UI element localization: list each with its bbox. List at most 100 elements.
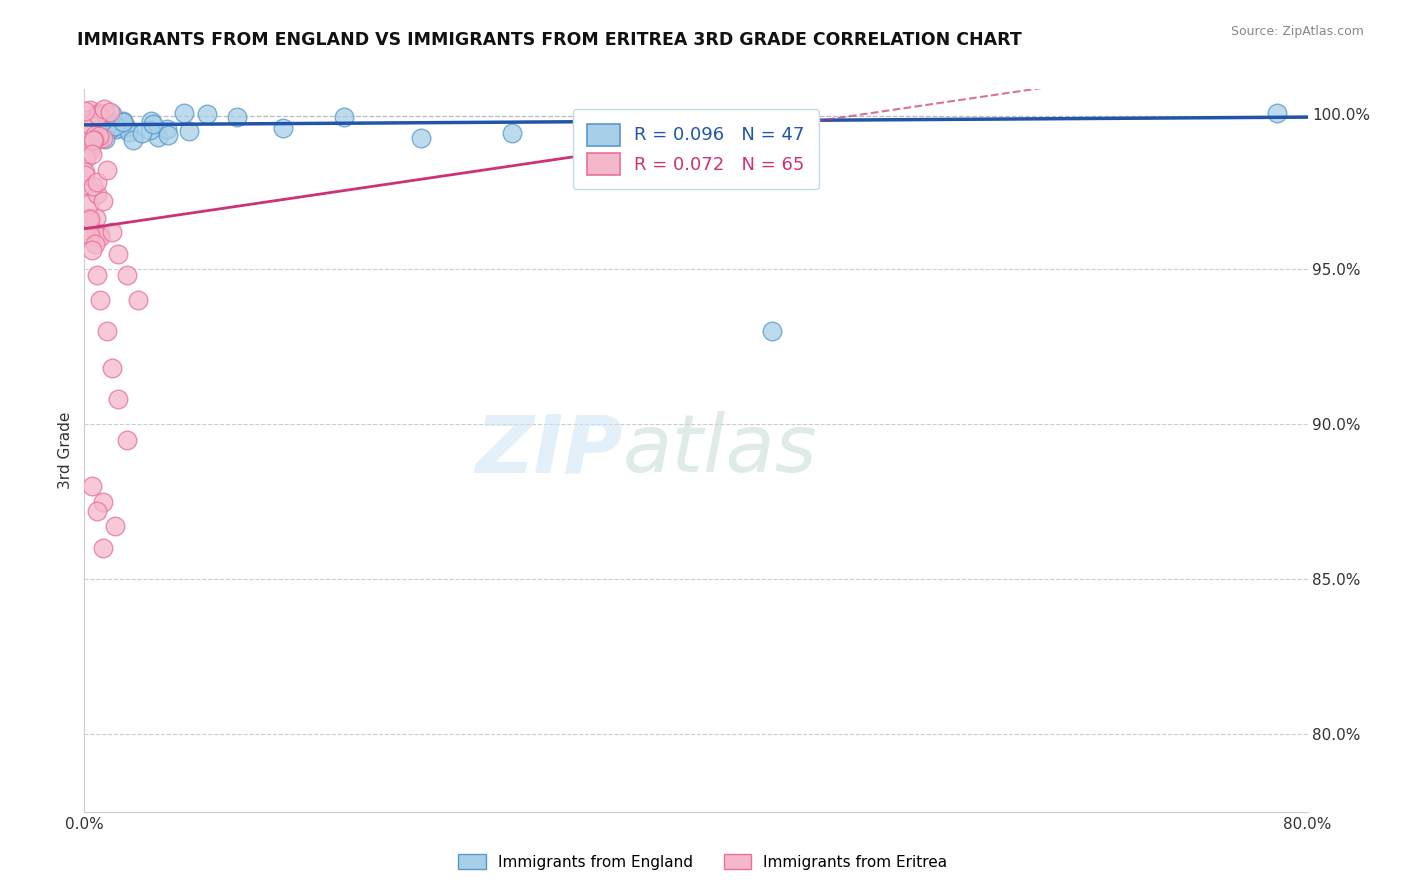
Point [79,144,101,158]
Point [761,324,783,338]
Point [122,133,145,147]
Y-axis label: 3rd Grade: 3rd Grade [58,412,73,489]
Point [609,121,631,136]
Point [115,268,138,283]
Point [83,133,105,147]
Point [77,135,100,149]
Point [75,151,97,165]
Point [80,479,103,493]
Point [87,128,110,143]
Point [80,244,103,258]
Point [76,133,98,147]
Point [86,504,108,518]
Point [91,494,114,508]
Point [80,136,103,151]
Point [89,124,111,138]
Point [1265,106,1288,120]
Point [84,211,107,225]
Point [94,132,117,146]
Point [90,108,112,122]
Point [139,113,162,128]
Point [98,122,121,136]
Point [87,108,110,122]
Point [127,293,149,307]
Point [79,197,101,211]
Point [86,115,108,129]
Point [104,519,127,533]
Point [79,132,101,146]
Point [80,122,103,136]
Point [75,104,97,119]
Point [93,130,115,145]
Point [84,237,107,252]
Point [104,121,127,136]
Point [75,168,97,182]
Point [80,116,103,130]
Point [91,541,114,556]
Point [107,246,129,260]
Point [115,433,138,447]
Point [111,115,134,129]
Point [156,122,179,136]
Legend: R = 0.096   N = 47, R = 0.072   N = 65: R = 0.096 N = 47, R = 0.072 N = 65 [572,109,820,189]
Point [76,178,98,192]
Point [502,126,524,140]
Point [89,132,111,146]
Point [96,324,118,338]
Point [79,118,101,132]
Point [101,361,124,376]
Point [142,118,165,132]
Point [82,118,104,132]
Point [86,268,108,283]
Point [173,106,195,120]
Point [90,114,112,128]
Point [75,126,97,140]
Point [104,120,127,134]
Point [79,213,101,227]
Point [84,226,107,240]
Point [80,146,103,161]
Point [87,106,110,120]
Point [82,133,104,147]
Point [94,110,117,124]
Point [75,129,97,144]
Point [86,187,108,202]
Point [89,293,111,307]
Point [108,120,131,135]
Point [179,124,201,138]
Point [101,225,124,239]
Legend: Immigrants from England, Immigrants from Eritrea: Immigrants from England, Immigrants from… [451,846,955,877]
Point [83,121,105,136]
Point [75,223,97,237]
Point [96,120,118,134]
Point [226,110,249,124]
Point [96,162,118,177]
Point [77,113,100,128]
Point [75,113,97,128]
Point [271,120,294,135]
Point [91,194,114,208]
Point [77,211,100,226]
Point [157,128,180,142]
Point [115,120,138,135]
Point [75,164,97,178]
Point [75,124,97,138]
Point [98,105,121,120]
Point [87,109,110,123]
Point [101,107,124,121]
Point [86,175,108,189]
Point [79,103,101,117]
Point [77,129,100,144]
Point [75,133,97,147]
Text: ZIP: ZIP [475,411,623,490]
Point [93,127,115,141]
Point [77,117,100,131]
Point [146,129,169,144]
Point [333,110,356,124]
Point [89,230,111,244]
Point [79,212,101,227]
Text: atlas: atlas [623,411,817,490]
Point [79,228,101,243]
Text: Source: ZipAtlas.com: Source: ZipAtlas.com [1230,25,1364,38]
Text: IMMIGRANTS FROM ENGLAND VS IMMIGRANTS FROM ERITREA 3RD GRADE CORRELATION CHART: IMMIGRANTS FROM ENGLAND VS IMMIGRANTS FR… [77,31,1022,49]
